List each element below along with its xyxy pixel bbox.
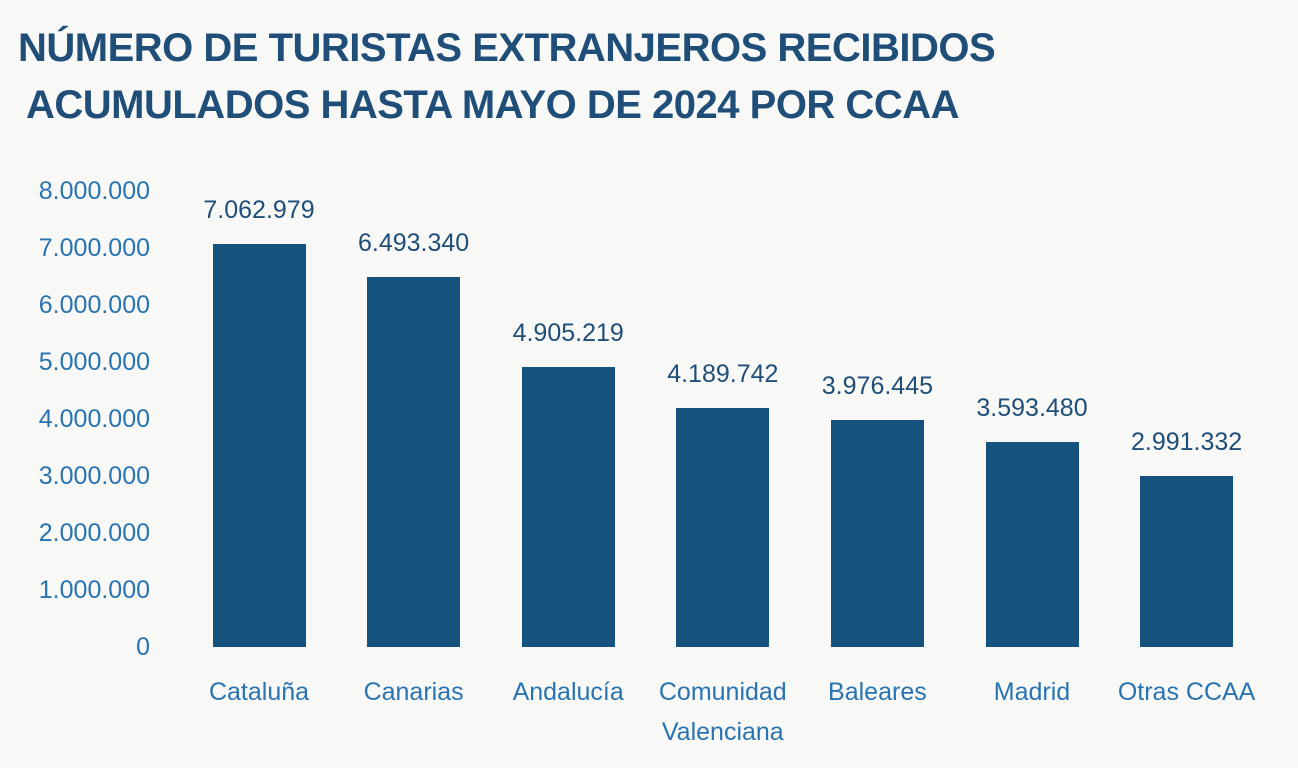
bar-5 — [985, 442, 1079, 647]
x-axis-label: Canarias — [363, 678, 464, 706]
y-axis-tick-label: 6.000.000 — [38, 291, 150, 319]
x-axis-label: Madrid — [993, 678, 1071, 706]
y-axis-tick-label: 0 — [136, 633, 150, 661]
bar-value-label: 3.593.480 — [976, 394, 1088, 423]
y-axis-tick-label: 4.000.000 — [38, 405, 150, 433]
bar-2 — [521, 367, 615, 647]
bar-value-label: 4.905.219 — [512, 319, 624, 348]
bar-value-label: 4.189.742 — [667, 360, 779, 389]
bar-value-label: 7.062.979 — [203, 196, 315, 225]
x-axis-label: Comunidad Valenciana — [658, 678, 787, 746]
x-axis-label: Baleares — [828, 678, 927, 706]
bar-value-label: 3.976.445 — [821, 372, 933, 401]
x-axis-label: Cataluña — [208, 678, 310, 706]
y-axis-tick-label: 2.000.000 — [38, 519, 150, 547]
y-axis-tick-label: 8.000.000 — [38, 177, 150, 205]
bar-value-label: 2.991.332 — [1130, 428, 1243, 457]
bar-value-label: 6.493.340 — [357, 228, 470, 257]
chart-title: NÚMERO DE TURISTAS EXTRANJEROS RECIBIDOS… — [18, 20, 996, 134]
bar-0 — [212, 244, 306, 647]
chart-title-line-1: NÚMERO DE TURISTAS EXTRANJEROS RECIBIDOS — [18, 26, 996, 70]
x-axis-label: Andalucía — [512, 678, 624, 706]
x-axis-label: Otras CCAA — [1117, 678, 1256, 706]
bar-6 — [1140, 476, 1234, 647]
y-axis-tick-label: 5.000.000 — [38, 348, 150, 376]
bar-1 — [367, 276, 461, 647]
bar-3 — [676, 408, 770, 647]
y-axis-tick-label: 1.000.000 — [38, 576, 150, 604]
bar-4 — [830, 420, 924, 647]
y-axis-tick-label: 7.000.000 — [38, 234, 150, 262]
y-axis-tick-label: 3.000.000 — [38, 462, 150, 490]
chart-title-line-2: ACUMULADOS HASTA MAYO DE 2024 POR CCAA — [26, 83, 959, 127]
